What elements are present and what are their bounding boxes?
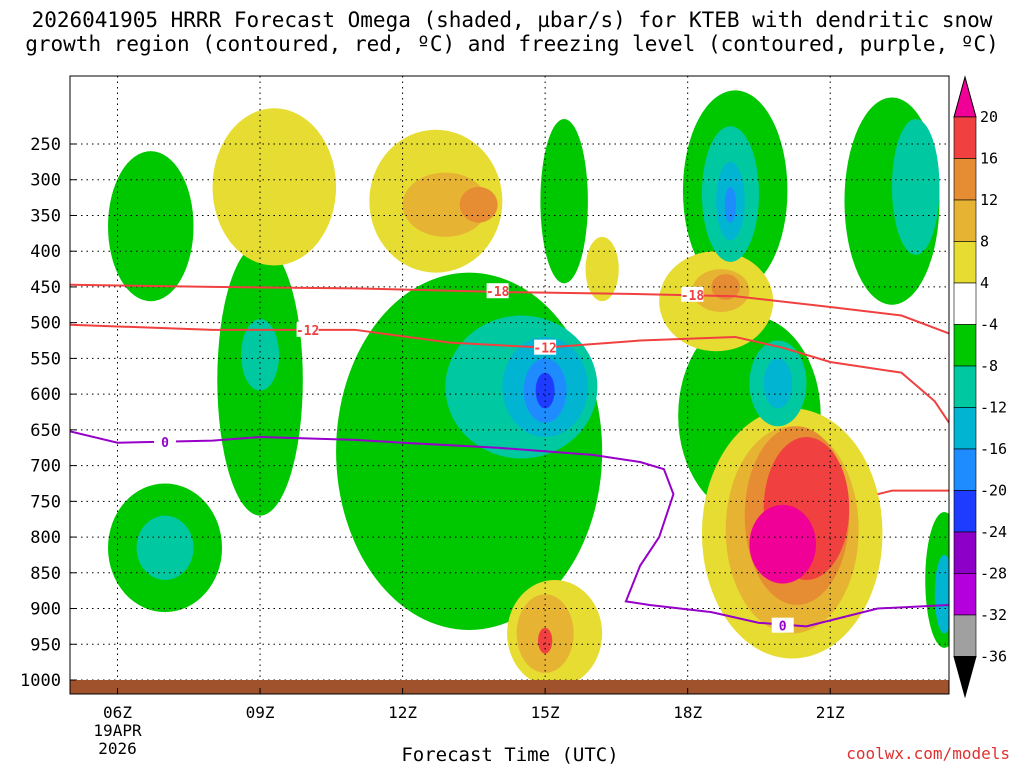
omega-region-neg4 [540,118,588,284]
omega-region-neg4 [336,272,603,630]
source-credit[interactable]: coolwx.com/models [846,744,1010,763]
colorbar-band [953,199,977,242]
colorbar-label: -36 [980,648,1007,666]
omega-region-neg12 [934,554,949,634]
dgz-label-minus18-a: -18 [486,285,510,300]
dgz-label-minus12-b: -12 [533,342,556,357]
y-tick-label: 800 [30,528,61,548]
x-tick-label: 06Z [103,703,132,722]
dgz-label-minus12-a-bg [296,321,319,337]
colorbar-band [953,490,977,533]
freezing-level-contour [70,430,949,628]
y-tick-label: 300 [30,171,61,191]
colorbar-band [953,365,977,408]
colorbar-band [953,116,977,159]
plot-frame [69,75,950,695]
colorbar-label: -12 [980,399,1007,417]
colorbar-label: -28 [980,565,1007,583]
dgz-label-minus12-a: -12 [296,324,319,339]
omega-region-pos12 [459,186,498,223]
colorbar-label: -16 [980,440,1007,458]
grid-lines [70,76,949,681]
dgz-label-minus12-b-bg [534,339,557,355]
colorbar-band [953,407,977,450]
colorbar-label: 12 [980,191,998,209]
freezing-label-a-bg [154,434,177,450]
x-tick-date: 19APR [93,721,142,740]
dgz-contour [877,489,949,496]
colorbar-label: -24 [980,523,1007,541]
omega-region-neg16 [724,186,737,223]
colorbar-band [953,282,977,325]
omega-shading [108,90,949,680]
colorbar-label: -8 [980,357,998,375]
x-tick-label: 18Z [673,703,702,722]
colorbar-label: -32 [980,606,1007,624]
omega-region-pos4 [212,108,337,266]
omega-region-neg8 [136,515,194,580]
x-tick-year: 2026 [98,739,137,758]
omega-region-neg8 [241,319,280,391]
chart-title-line2: growth region (contoured, red, ºC) and f… [25,32,999,56]
colorbar: 20 16 12 8 4 -4 -8 -12 -16 -20 -24 -28 -32 -36 [953,75,1007,699]
colorbar-top-arrow [953,75,977,118]
colorbar-band [953,531,977,574]
omega-region-neg8 [891,118,940,255]
y-tick-label: 500 [30,314,61,334]
omega-region-pos4 [585,236,619,302]
colorbar-band [953,573,977,616]
colorbar-band [953,448,977,491]
colorbar-band [953,241,977,284]
omega-region-pos20 [749,504,816,584]
colorbar-band [953,324,977,367]
freezing-label-b-bg [771,617,794,633]
x-tick-label: 15Z [531,703,560,722]
contour-lines: -18 -18 -12 -12 0 0 [70,283,949,635]
y-tick-label: 550 [30,349,61,369]
dgz-label-minus18-b: -18 [681,289,705,304]
colorbar-band [953,158,977,201]
y-tick-label: 650 [30,421,61,441]
freezing-label-a: 0 [161,436,169,451]
y-tick-label: 750 [30,492,61,512]
dgz-contour [70,283,949,335]
y-tick-label: 1000 [20,671,61,691]
y-axis: 250 300 350 400 450 500 550 600 650 700 750 800 850 9… [20,135,76,691]
x-axis-label: Forecast Time (UTC) [401,744,619,766]
y-tick-label: 850 [30,564,61,584]
dgz-contour [70,323,949,424]
colorbar-bottom-arrow [953,656,977,699]
omega-region-neg4 [108,151,194,302]
colorbar-label: -4 [980,316,998,334]
colorbar-label: 20 [980,108,998,126]
colorbar-label: -20 [980,482,1007,500]
omega-region-pos8 [402,172,489,237]
omega-region-pos16 [538,627,553,654]
y-tick-label: 950 [30,635,61,655]
x-tick-label: 12Z [388,703,417,722]
dgz-label-minus18-b-bg [681,286,704,302]
omega-region-neg12 [763,358,793,409]
x-tick-label: 09Z [246,703,275,722]
colorbar-label: 8 [980,233,989,251]
chart-title-line1: 2026041905 HRRR Forecast Omega (shaded, … [31,8,993,32]
y-tick-label: 400 [30,242,61,262]
colorbar-label: 16 [980,150,998,168]
y-tick-label: 250 [30,135,61,155]
colorbar-band [953,614,977,657]
y-tick-label: 900 [30,600,61,620]
ground-surface [70,680,949,694]
y-tick-label: 700 [30,457,61,477]
y-tick-label: 350 [30,206,61,226]
freezing-label-b: 0 [779,620,787,635]
dgz-label-minus18-a-bg [486,283,509,299]
x-tick-label: 21Z [816,703,845,722]
y-tick-label: 450 [30,278,61,298]
y-tick-label: 600 [30,385,61,405]
colorbar-label: 4 [980,274,989,292]
